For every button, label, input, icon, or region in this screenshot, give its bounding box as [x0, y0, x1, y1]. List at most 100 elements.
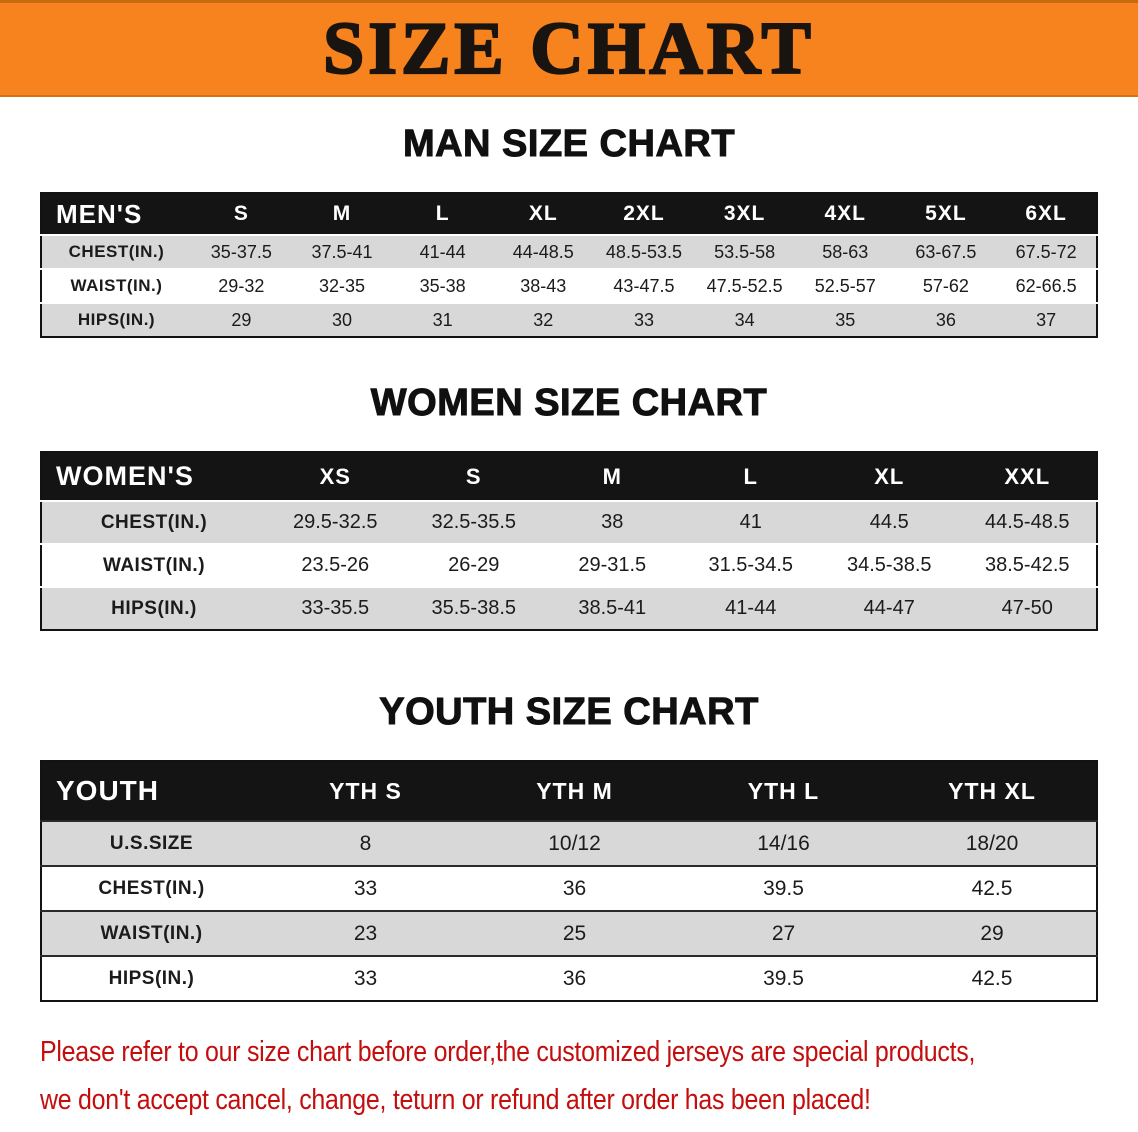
- men-row-label-waist-in: WAIST(IN.): [41, 268, 191, 303]
- men-value-chest-in-0: 35-37.5: [191, 234, 292, 269]
- men-value-hips-in-2: 31: [392, 302, 493, 337]
- women-value-waist-in-0: 23.5-26: [266, 543, 405, 587]
- women-value-waist-in-1: 26-29: [404, 543, 543, 587]
- men-value-hips-in-1: 30: [291, 302, 393, 337]
- men-row-hips-in: HIPS(IN.) 29 30 31 32 33 34 35 36 37: [41, 302, 1097, 337]
- men-value-hips-in-7: 36: [895, 302, 997, 337]
- women-row-chest-in: CHEST(IN.) 29.5-32.5 32.5-35.5 38 41 44.5 44.5…: [41, 500, 1097, 544]
- men-value-hips-in-5: 34: [694, 302, 795, 337]
- youth-row-u-s-size: U.S.SIZE 8 10/12 14/16 18/20: [41, 820, 1097, 866]
- men-value-waist-in-8: 62-66.5: [996, 268, 1097, 303]
- women-header-row: WOMEN'S XS S M L XL XXL: [41, 452, 1097, 501]
- banner: SIZE CHART: [0, 0, 1138, 97]
- women-table-label: WOMEN'S: [41, 452, 266, 501]
- youth-value-u-s-size-1: 10/12: [470, 820, 679, 866]
- men-row-label-hips-in: HIPS(IN.): [41, 302, 191, 337]
- men-col-header-xl: XL: [492, 193, 594, 235]
- youth-row-label-chest-in: CHEST(IN.): [41, 865, 261, 911]
- men-value-chest-in-4: 48.5-53.5: [593, 234, 695, 269]
- men-value-hips-in-6: 35: [794, 302, 896, 337]
- men-col-header-l: L: [392, 193, 493, 235]
- women-size-table: WOMEN'S XS S M L XL XXL CHEST(IN.) 29.5-32.5 32.5…: [40, 451, 1098, 631]
- youth-value-u-s-size-0: 8: [261, 820, 470, 866]
- men-value-chest-in-6: 58-63: [794, 234, 896, 269]
- youth-header-row: YOUTH YTH S YTH M YTH L YTH XL: [41, 761, 1097, 821]
- youth-value-chest-in-3: 42.5: [888, 865, 1097, 911]
- women-value-chest-in-0: 29.5-32.5: [266, 500, 405, 544]
- youth-value-hips-in-2: 39.5: [679, 955, 888, 1001]
- men-row-label-chest-in: CHEST(IN.): [41, 234, 191, 269]
- youth-value-hips-in-1: 36: [470, 955, 679, 1001]
- women-col-header-xs: XS: [266, 452, 405, 501]
- men-section: MAN SIZE CHART MEN'S S M L XL 2XL 3XL 4XL 5XL 6XL…: [0, 123, 1138, 338]
- women-col-header-m: M: [543, 452, 682, 501]
- youth-value-chest-in-1: 36: [470, 865, 679, 911]
- women-value-hips-in-1: 35.5-38.5: [404, 586, 543, 630]
- women-value-waist-in-4: 34.5-38.5: [820, 543, 959, 587]
- youth-row-label-u-s-size: U.S.SIZE: [41, 820, 261, 866]
- men-col-header-2xl: 2XL: [593, 193, 695, 235]
- youth-row-waist-in: WAIST(IN.) 23 25 27 29: [41, 910, 1097, 956]
- women-col-header-xxl: XXL: [958, 452, 1097, 501]
- youth-value-hips-in-0: 33: [261, 955, 470, 1001]
- youth-value-waist-in-2: 27: [679, 910, 888, 956]
- women-row-hips-in: HIPS(IN.) 33-35.5 35.5-38.5 38.5-41 41-44 44-…: [41, 586, 1097, 630]
- women-value-hips-in-0: 33-35.5: [266, 586, 405, 630]
- men-value-hips-in-3: 32: [492, 302, 594, 337]
- youth-row-hips-in: HIPS(IN.) 33 36 39.5 42.5: [41, 955, 1097, 1001]
- men-value-chest-in-1: 37.5-41: [291, 234, 393, 269]
- youth-row-label-hips-in: HIPS(IN.): [41, 955, 261, 1001]
- men-value-waist-in-4: 43-47.5: [593, 268, 695, 303]
- women-value-waist-in-3: 31.5-34.5: [681, 543, 820, 587]
- men-value-waist-in-1: 32-35: [291, 268, 393, 303]
- page-title: SIZE CHART: [322, 8, 815, 90]
- men-value-waist-in-5: 47.5-52.5: [694, 268, 795, 303]
- youth-value-waist-in-0: 23: [261, 910, 470, 956]
- youth-row-label-waist-in: WAIST(IN.): [41, 910, 261, 956]
- women-value-hips-in-5: 47-50: [958, 586, 1097, 630]
- women-value-chest-in-4: 44.5: [820, 500, 959, 544]
- women-col-header-s: S: [404, 452, 543, 501]
- men-value-waist-in-7: 57-62: [895, 268, 997, 303]
- men-col-header-6xl: 6XL: [996, 193, 1097, 235]
- youth-value-waist-in-1: 25: [470, 910, 679, 956]
- women-value-hips-in-3: 41-44: [681, 586, 820, 630]
- youth-section-title: YOUTH SIZE CHART: [379, 691, 759, 734]
- women-row-label-hips-in: HIPS(IN.): [41, 586, 266, 630]
- youth-value-chest-in-2: 39.5: [679, 865, 888, 911]
- women-row-label-waist-in: WAIST(IN.): [41, 543, 266, 587]
- women-value-waist-in-5: 38.5-42.5: [958, 543, 1097, 587]
- women-value-hips-in-2: 38.5-41: [543, 586, 682, 630]
- disclaimer-line-2: we don't accept cancel, change, teturn o…: [40, 1084, 871, 1116]
- women-value-hips-in-4: 44-47: [820, 586, 959, 630]
- youth-value-hips-in-3: 42.5: [888, 955, 1097, 1001]
- men-col-header-5xl: 5XL: [895, 193, 997, 235]
- men-header-row: MEN'S S M L XL 2XL 3XL 4XL 5XL 6XL: [41, 193, 1097, 235]
- youth-col-header-yth-l: YTH L: [679, 761, 888, 821]
- youth-col-header-yth-s: YTH S: [261, 761, 470, 821]
- men-value-waist-in-3: 38-43: [492, 268, 594, 303]
- youth-row-chest-in: CHEST(IN.) 33 36 39.5 42.5: [41, 865, 1097, 911]
- youth-value-waist-in-3: 29: [888, 910, 1097, 956]
- men-value-waist-in-6: 52.5-57: [794, 268, 896, 303]
- men-col-header-m: M: [291, 193, 393, 235]
- youth-size-table: YOUTH YTH S YTH M YTH L YTH XL U.S.SIZE 8 10/12…: [40, 760, 1098, 1002]
- women-row-label-chest-in: CHEST(IN.): [41, 500, 266, 544]
- women-value-chest-in-5: 44.5-48.5: [958, 500, 1097, 544]
- men-value-chest-in-3: 44-48.5: [492, 234, 594, 269]
- men-col-header-3xl: 3XL: [694, 193, 795, 235]
- women-value-chest-in-1: 32.5-35.5: [404, 500, 543, 544]
- men-section-title: MAN SIZE CHART: [402, 123, 736, 166]
- men-value-chest-in-7: 63-67.5: [895, 234, 997, 269]
- men-value-chest-in-2: 41-44: [392, 234, 493, 269]
- men-col-header-4xl: 4XL: [794, 193, 896, 235]
- men-value-chest-in-8: 67.5-72: [996, 234, 1097, 269]
- women-col-header-xl: XL: [820, 452, 959, 501]
- disclaimer-line-1: Please refer to our size chart before or…: [40, 1036, 976, 1068]
- women-section: WOMEN SIZE CHART WOMEN'S XS S M L XL XXL CHEST(…: [0, 382, 1138, 631]
- men-value-hips-in-8: 37: [996, 302, 1097, 337]
- disclaimer: Please refer to our size chart before or…: [0, 1028, 1138, 1124]
- men-table-label: MEN'S: [41, 193, 191, 235]
- men-value-chest-in-5: 53.5-58: [694, 234, 795, 269]
